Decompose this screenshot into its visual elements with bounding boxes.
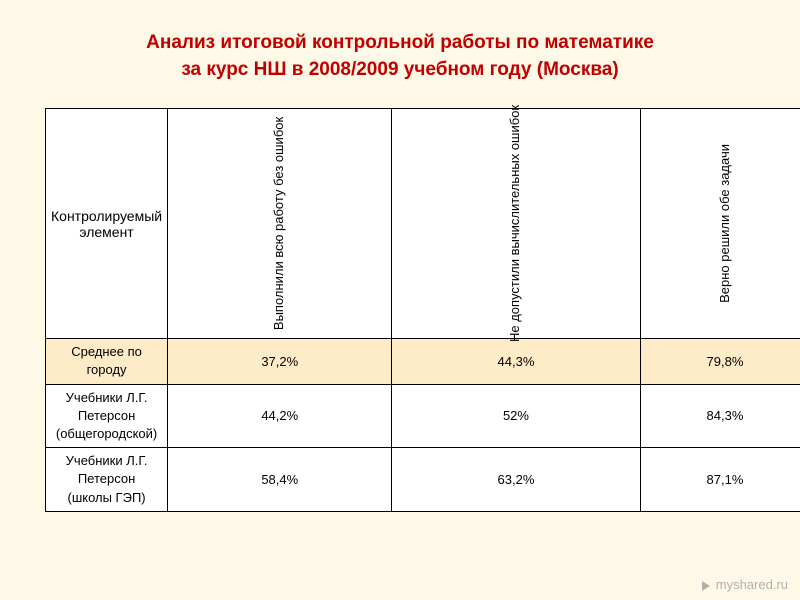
table-row: Учебники Л.Г. Петерсон (школы ГЭП) 58,4%…	[46, 448, 800, 512]
col-header-text-2: Верно решили обе задачи	[717, 144, 734, 303]
cell: 44,3%	[392, 339, 640, 384]
watermark: myshared.ru	[702, 577, 788, 592]
row-label-0: Среднее по городу	[46, 339, 168, 384]
col-header-0: Выполнили всю работу без ошибок	[168, 109, 392, 339]
cell: 58,4%	[168, 448, 392, 512]
title-line-2: за курс НШ в 2008/2009 учебном году (Мос…	[181, 59, 618, 80]
row-label-2: Учебники Л.Г. Петерсон (школы ГЭП)	[46, 448, 168, 512]
col-header-text-1: Не допустили вычислительных ошибок	[508, 105, 525, 342]
cell: 87,1%	[640, 448, 800, 512]
slide-title: Анализ итоговой контрольной работы по ма…	[45, 30, 755, 83]
cell: 84,3%	[640, 384, 800, 448]
row-header-label: Контролируемый элемент	[46, 109, 168, 339]
table-row: Учебники Л.Г. Петерсон (общегородской) 4…	[46, 384, 800, 448]
table-header-row: Контролируемый элемент Выполнили всю раб…	[46, 109, 800, 339]
cell: 52%	[392, 384, 640, 448]
play-icon	[702, 581, 710, 591]
col-header-text-0: Выполнили всю работу без ошибок	[271, 117, 288, 330]
watermark-text: myshared.ru	[716, 577, 788, 592]
cell: 63,2%	[392, 448, 640, 512]
row-label-1: Учебники Л.Г. Петерсон (общегородской)	[46, 384, 168, 448]
cell: 37,2%	[168, 339, 392, 384]
col-header-2: Верно решили обе задачи	[640, 109, 800, 339]
cell: 79,8%	[640, 339, 800, 384]
cell: 44,2%	[168, 384, 392, 448]
title-line-1: Анализ итоговой контрольной работы по ма…	[146, 32, 654, 53]
col-header-1: Не допустили вычислительных ошибок	[392, 109, 640, 339]
analysis-table: Контролируемый элемент Выполнили всю раб…	[45, 108, 800, 512]
table-row: Среднее по городу 37,2% 44,3% 79,8% 69,6…	[46, 339, 800, 384]
